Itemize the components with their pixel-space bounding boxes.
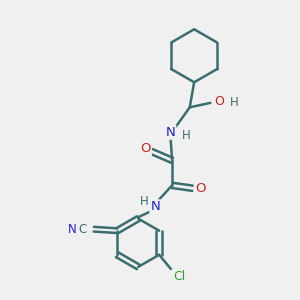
Text: N: N [68, 223, 77, 236]
Text: H: H [140, 195, 148, 208]
Text: Cl: Cl [174, 269, 186, 283]
Text: O: O [214, 95, 224, 108]
Text: C: C [78, 223, 87, 236]
Text: O: O [195, 182, 205, 195]
Text: H: H [182, 129, 190, 142]
Text: N: N [150, 200, 160, 213]
Text: H: H [230, 96, 238, 110]
Text: O: O [140, 142, 151, 155]
Text: N: N [166, 126, 176, 139]
